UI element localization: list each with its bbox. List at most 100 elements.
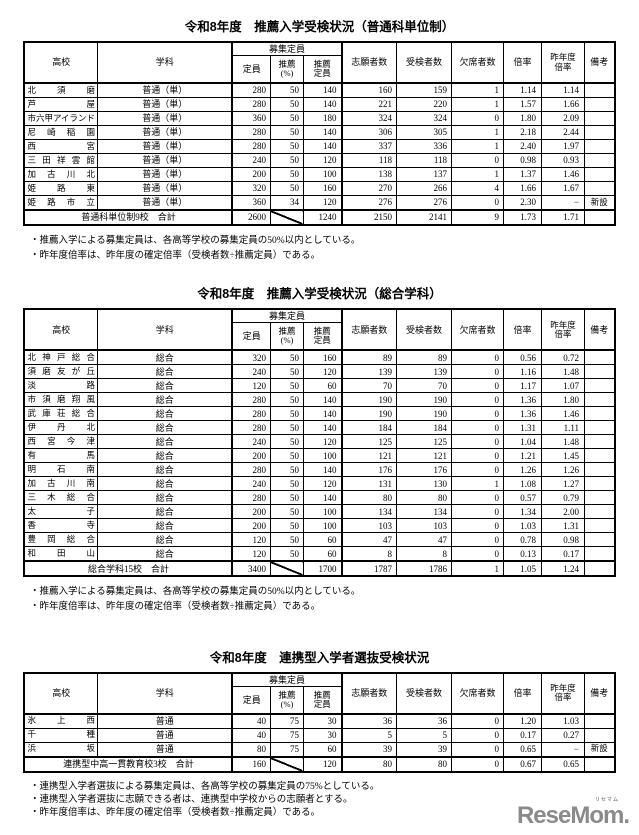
ratio-cell: 2.18 [503,125,542,140]
table-row: 香寺 総合 200 50 100 103 103 0 1.03 1.31 [23,518,615,534]
department-cell: 総合 [96,490,233,506]
ratio-cell: 1.04 [503,434,542,450]
prev-ratio-cell: 1.46 [541,406,585,422]
total-capacity-cell: 2600 [231,209,271,226]
col-remarks: 備考 [584,308,615,351]
absentees-cell: 0 [451,420,504,436]
department-cell: 普通（単） [96,139,233,154]
capacity-cell: 360 [231,111,271,126]
absentees-cell: 0 [451,546,504,562]
col-department: 学科 [96,672,233,715]
absentees-cell: 0 [451,448,504,464]
department-cell: 総合 [96,546,233,562]
remarks-cell [584,153,615,168]
prev-ratio-cell: 0.17 [541,546,585,562]
col-capacity-group: 募集定員 [231,672,343,687]
examinees-cell: 190 [396,392,452,408]
examinees-cell: 39 [396,741,452,758]
applicants-cell: 190 [340,392,397,408]
total-absentees-cell: 1 [451,560,504,577]
remarks-cell: 新設 [584,741,615,758]
department-cell: 総合 [96,392,233,408]
absentees-cell: 1 [451,476,504,492]
table-row: 武庫荘総合 総合 280 50 140 190 190 0 1.36 1.46 [23,406,615,422]
school-name-cell: 香寺 [23,518,98,534]
capacity-cell: 40 [231,712,271,729]
department-cell: 普通（単） [96,111,233,126]
department-cell: 総合 [96,349,233,366]
recommend-capacity-cell: 140 [302,139,343,154]
note-line: ・連携型入学者選抜に志願できる者は、連携型中学校からの志願者とする。 [30,794,353,805]
recommend-pct-cell: 75 [269,727,304,743]
note-line: ・連携型入学者選抜による募集定員は、各高等学校の募集定員の75%としている。 [30,781,380,792]
absentees-cell: 0 [451,741,504,758]
table-row: 尼崎稲園 普通（単） 280 50 140 306 305 1 2.18 2.44 [23,125,615,140]
col-ratio: 倍率 [503,308,542,351]
table-row: 淡路 総合 120 50 60 70 70 0 1.17 1.07 [23,378,615,394]
remarks-cell [584,349,615,366]
department-cell: 総合 [96,448,233,464]
table-row: 明石南 総合 280 50 140 176 176 0 1.26 1.26 [23,462,615,478]
col-ratio: 倍率 [503,672,542,715]
school-name-cell: 武庫荘総合 [23,406,98,422]
absentees-cell: 0 [451,378,504,394]
tables-container: 令和8年度 推薦入学受検状況（普通科単位制） 高校 学科 募集定員 志願者数 受検者数 欠席… [0,20,639,819]
total-prev-ratio-cell: 0.65 [541,755,585,773]
school-name-cell: 北須磨 [23,82,98,98]
col-department: 学科 [96,308,233,351]
applicants-cell: 103 [340,518,397,534]
total-ratio-cell: 0.67 [503,755,542,773]
capacity-cell: 120 [231,532,271,548]
col-absentees: 欠席者数 [451,308,504,351]
department-cell: 普通（単） [96,82,233,98]
applicants-cell: 134 [340,504,397,520]
absentees-cell: 0 [451,364,504,380]
recommend-capacity-cell: 60 [302,532,343,548]
department-cell: 総合 [96,504,233,520]
ratio-cell: 0.17 [503,727,542,743]
recommend-pct-cell: 75 [269,712,304,729]
examinees-cell: 121 [396,448,452,464]
notes-block: ・連携型入学者選抜による募集定員は、各高等学校の募集定員の75%としている。 ・連… [30,781,639,819]
applicants-cell: 89 [340,349,397,366]
prev-ratio-cell: 2.44 [541,125,585,140]
capacity-cell: 280 [231,490,271,506]
table-title: 令和8年度 推薦入学受検状況（普通科単位制） [184,20,455,34]
capacity-cell: 320 [231,181,271,196]
capacity-cell: 120 [231,378,271,394]
total-row: 総合学科15校 合計 3400 1700 1787 1786 1 1.05 1.24 [23,560,615,577]
department-cell: 普通（単） [96,153,233,168]
total-remarks-cell [584,755,615,773]
table-row: 須磨友が丘 総合 240 50 120 139 139 0 1.16 1.48 [23,364,615,380]
total-capacity-cell: 160 [231,755,271,773]
department-cell: 普通 [96,712,233,729]
examinees-cell: 139 [396,364,452,380]
absentees-cell: 1 [451,139,504,154]
prev-ratio-cell: 2.00 [541,504,585,520]
col-recommend-pct: 推薦 (%) [269,685,304,715]
absentees-cell: 0 [451,727,504,743]
department-cell: 普通 [96,741,233,758]
col-ratio: 倍率 [503,41,542,84]
school-name-cell: 明石南 [23,462,98,478]
prev-ratio-cell: 1.45 [541,448,585,464]
remarks-cell [584,82,615,98]
total-prev-ratio-cell: 1.24 [541,560,585,577]
remarks-cell [584,504,615,520]
examinees-cell: 47 [396,532,452,548]
prev-ratio-cell: 2.09 [541,111,585,126]
recommend-pct-cell: 50 [269,476,304,492]
table-row: 北須磨 普通（単） 280 50 140 160 159 1 1.14 1.14 [23,82,615,98]
ratio-cell: 2.30 [503,195,542,211]
col-recommend-capacity: 推薦 定員 [302,55,343,84]
recommend-pct-cell: 50 [269,392,304,408]
recommend-capacity-cell: 60 [302,546,343,562]
ratio-cell: 0.98 [503,153,542,168]
applicants-cell: 306 [340,125,397,140]
absentees-cell: 1 [451,97,504,112]
ratio-cell: 1.08 [503,476,542,492]
ratio-cell: 1.36 [503,406,542,422]
recommend-capacity-cell: 100 [302,518,343,534]
ratio-cell: 1.20 [503,712,542,729]
school-name-cell: 浜坂 [23,741,98,758]
